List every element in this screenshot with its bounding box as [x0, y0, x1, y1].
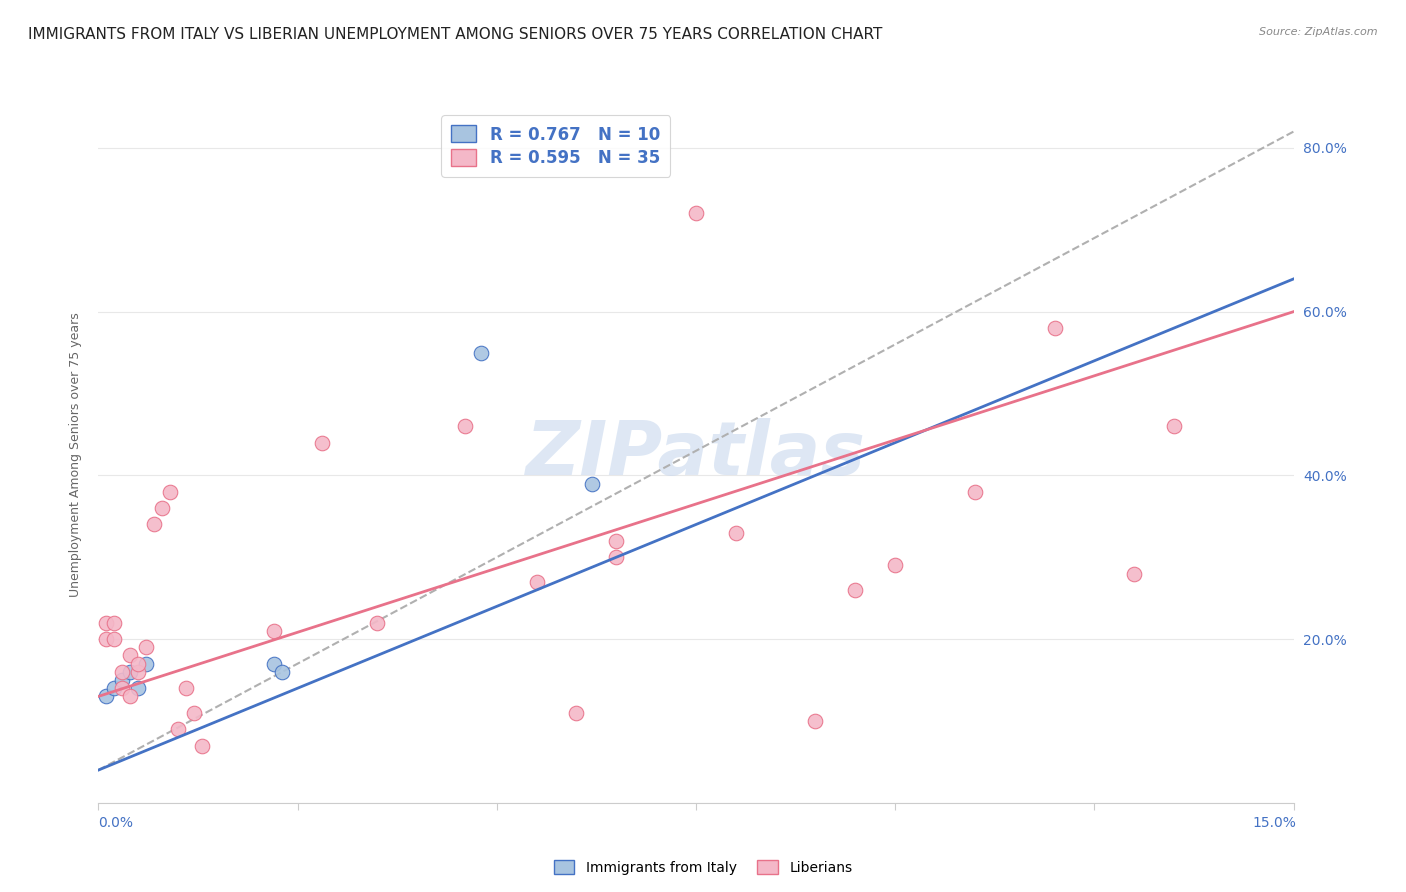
- Point: [605, 550, 627, 565]
- Point: [581, 476, 603, 491]
- Point: [143, 517, 166, 532]
- Point: [96, 615, 118, 630]
- Point: [111, 665, 134, 679]
- Point: [526, 574, 548, 589]
- Point: [111, 681, 134, 696]
- Point: [844, 582, 866, 597]
- Point: [120, 648, 142, 663]
- Point: [103, 681, 125, 696]
- Point: [103, 632, 125, 646]
- Point: [127, 665, 149, 679]
- Text: 0.0%: 0.0%: [98, 816, 134, 830]
- Text: Source: ZipAtlas.com: Source: ZipAtlas.com: [1260, 27, 1378, 37]
- Text: 15.0%: 15.0%: [1253, 816, 1296, 830]
- Point: [685, 206, 707, 220]
- Point: [96, 690, 118, 704]
- Point: [366, 615, 388, 630]
- Point: [120, 690, 142, 704]
- Point: [96, 632, 118, 646]
- Point: [263, 624, 285, 638]
- Legend: R = 0.767   N = 10, R = 0.595   N = 35: R = 0.767 N = 10, R = 0.595 N = 35: [441, 115, 671, 177]
- Point: [159, 484, 181, 499]
- Point: [127, 657, 149, 671]
- Point: [454, 419, 477, 434]
- Point: [1163, 419, 1185, 434]
- Text: ZIPatlas: ZIPatlas: [526, 418, 866, 491]
- Point: [270, 665, 292, 679]
- Point: [191, 739, 214, 753]
- Point: [167, 722, 190, 736]
- Point: [127, 681, 149, 696]
- Legend: Immigrants from Italy, Liberians: Immigrants from Italy, Liberians: [548, 855, 858, 880]
- Point: [884, 558, 907, 573]
- Text: IMMIGRANTS FROM ITALY VS LIBERIAN UNEMPLOYMENT AMONG SENIORS OVER 75 YEARS CORRE: IMMIGRANTS FROM ITALY VS LIBERIAN UNEMPL…: [28, 27, 883, 42]
- Point: [103, 615, 125, 630]
- Point: [963, 484, 986, 499]
- Point: [311, 435, 333, 450]
- Point: [135, 640, 157, 655]
- Point: [183, 706, 205, 720]
- Point: [804, 714, 827, 728]
- Point: [263, 657, 285, 671]
- Point: [605, 533, 627, 548]
- Point: [174, 681, 197, 696]
- Point: [150, 501, 173, 516]
- Point: [565, 706, 588, 720]
- Point: [724, 525, 747, 540]
- Point: [135, 657, 157, 671]
- Point: [1043, 321, 1066, 335]
- Point: [111, 673, 134, 687]
- Y-axis label: Unemployment Among Seniors over 75 years: Unemployment Among Seniors over 75 years: [69, 312, 83, 598]
- Point: [1123, 566, 1146, 581]
- Point: [470, 345, 492, 359]
- Point: [120, 665, 142, 679]
